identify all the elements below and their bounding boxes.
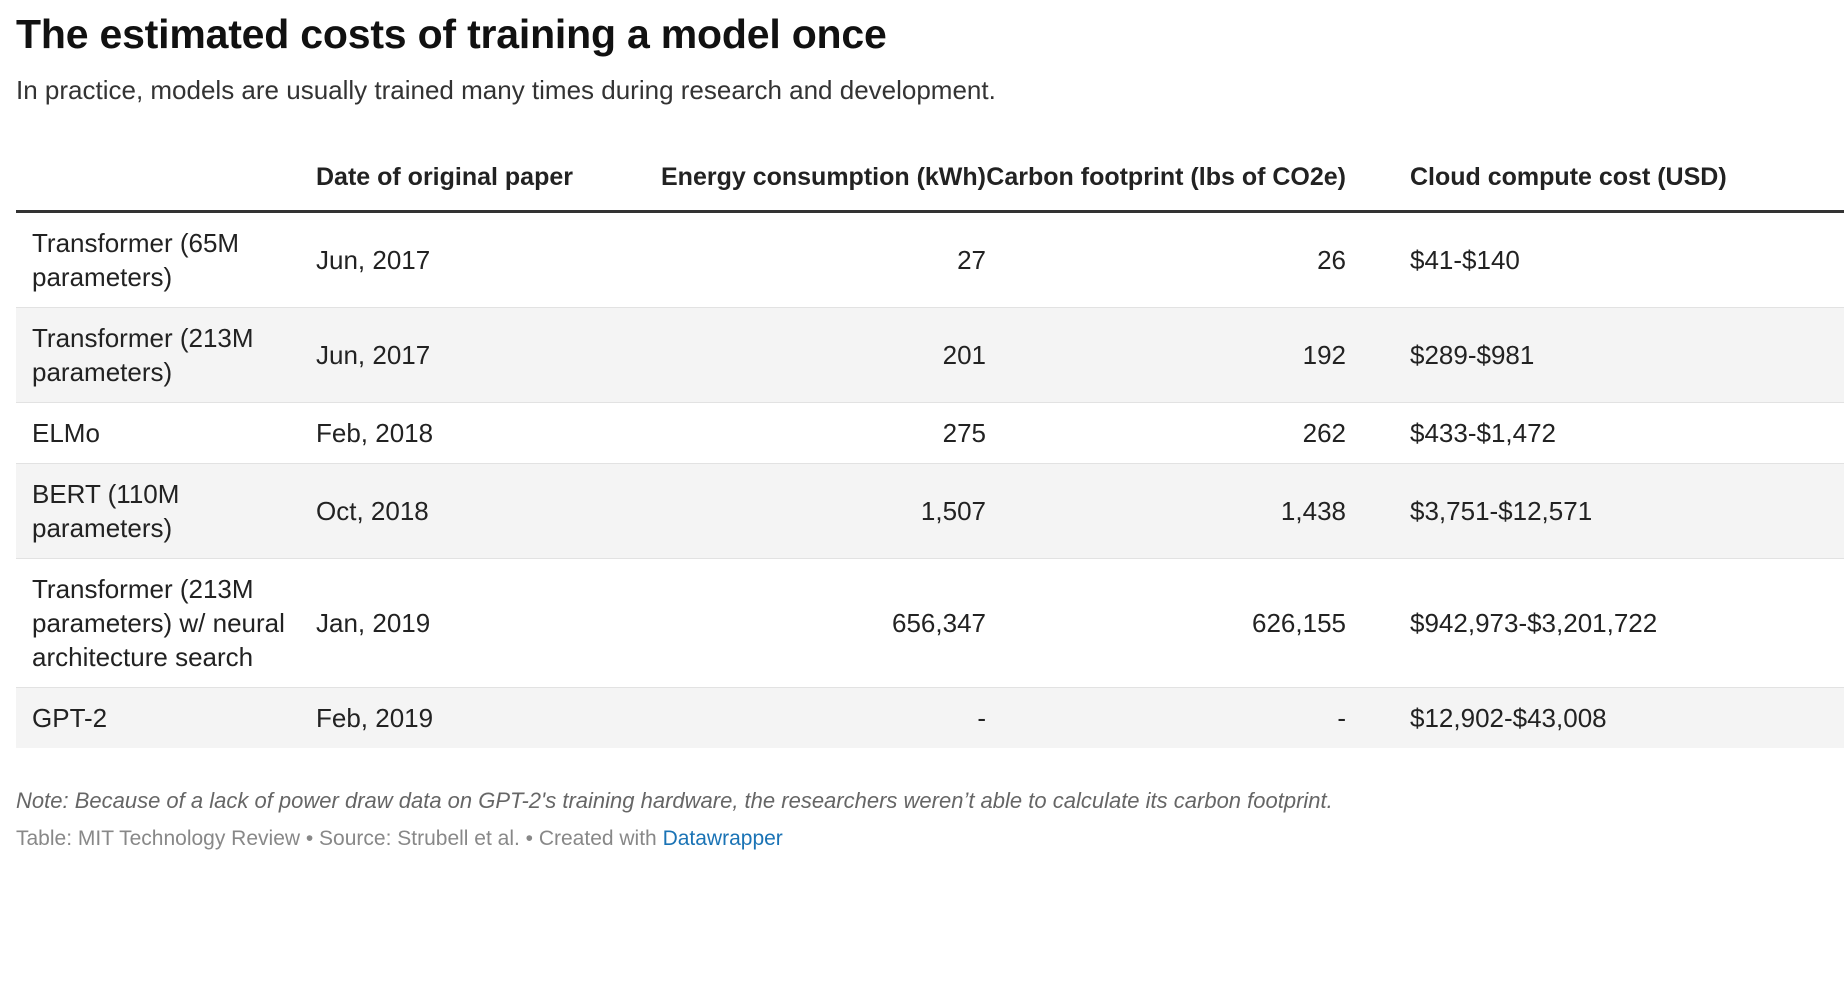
cell-carbon: 192 xyxy=(986,307,1346,403)
credit-text: Table: MIT Technology Review • Source: S… xyxy=(16,827,663,850)
table-row: ELMo Feb, 2018 275 262 $433-$1,472 xyxy=(16,402,1844,464)
column-header-date: Date of original paper xyxy=(316,160,636,213)
cell-energy: 1,507 xyxy=(636,463,986,559)
cell-energy: 275 xyxy=(636,402,986,464)
cell-model: ELMo xyxy=(16,402,316,464)
table-note: Note: Because of a lack of power draw da… xyxy=(16,788,1333,813)
column-header-carbon: Carbon footprint (lbs of CO2e) xyxy=(986,160,1346,213)
table-row: Transformer (213M parameters) Jun, 2017 … xyxy=(16,307,1844,403)
cell-date: Jun, 2017 xyxy=(316,307,636,403)
cell-cost: $12,902-$43,008 xyxy=(1346,687,1844,748)
cell-cost: $3,751-$12,571 xyxy=(1346,463,1844,559)
header-row: Date of original paper Energy consumptio… xyxy=(16,160,1844,213)
table-row: Transformer (65M parameters) Jun, 2017 2… xyxy=(16,211,1844,308)
cell-date: Feb, 2019 xyxy=(316,687,636,748)
cell-model: Transformer (213M parameters) w/ neural … xyxy=(16,558,316,688)
table-row: Transformer (213M parameters) w/ neural … xyxy=(16,558,1844,688)
cell-energy: 656,347 xyxy=(636,558,986,688)
cell-model: BERT (110M parameters) xyxy=(16,463,316,559)
datawrapper-link[interactable]: Datawrapper xyxy=(662,827,783,850)
cell-date: Oct, 2018 xyxy=(316,463,636,559)
table-row: BERT (110M parameters) Oct, 2018 1,507 1… xyxy=(16,463,1844,559)
cell-carbon: 262 xyxy=(986,402,1346,464)
column-header-model xyxy=(16,160,316,213)
credit-line: Table: MIT Technology Review • Source: S… xyxy=(16,824,1844,854)
cell-model: Transformer (65M parameters) xyxy=(16,211,316,308)
cell-carbon: 1,438 xyxy=(986,463,1346,559)
cell-carbon: - xyxy=(986,687,1346,748)
cell-date: Feb, 2018 xyxy=(316,402,636,464)
cell-cost: $942,973-$3,201,722 xyxy=(1346,558,1844,688)
cell-energy: 201 xyxy=(636,307,986,403)
cell-date: Jun, 2017 xyxy=(316,211,636,308)
data-table: Date of original paper Energy consumptio… xyxy=(16,160,1844,748)
column-header-energy: Energy consumption (kWh) xyxy=(636,160,986,213)
cell-carbon: 626,155 xyxy=(986,558,1346,688)
column-header-cost: Cloud compute cost (USD) xyxy=(1346,160,1844,213)
chart-container: The estimated costs of training a model … xyxy=(16,6,1844,854)
chart-title: The estimated costs of training a model … xyxy=(16,11,887,57)
cell-cost: $41-$140 xyxy=(1346,211,1844,308)
cell-model: Transformer (213M parameters) xyxy=(16,307,316,403)
cell-energy: 27 xyxy=(636,211,986,308)
chart-subtitle: In practice, models are usually trained … xyxy=(16,75,996,105)
cell-cost: $433-$1,472 xyxy=(1346,402,1844,464)
cell-carbon: 26 xyxy=(986,211,1346,308)
cell-energy: - xyxy=(636,687,986,748)
cell-model: GPT-2 xyxy=(16,687,316,748)
cell-date: Jan, 2019 xyxy=(316,558,636,688)
table-row: GPT-2 Feb, 2019 - - $12,902-$43,008 xyxy=(16,687,1844,748)
cell-cost: $289-$981 xyxy=(1346,307,1844,403)
